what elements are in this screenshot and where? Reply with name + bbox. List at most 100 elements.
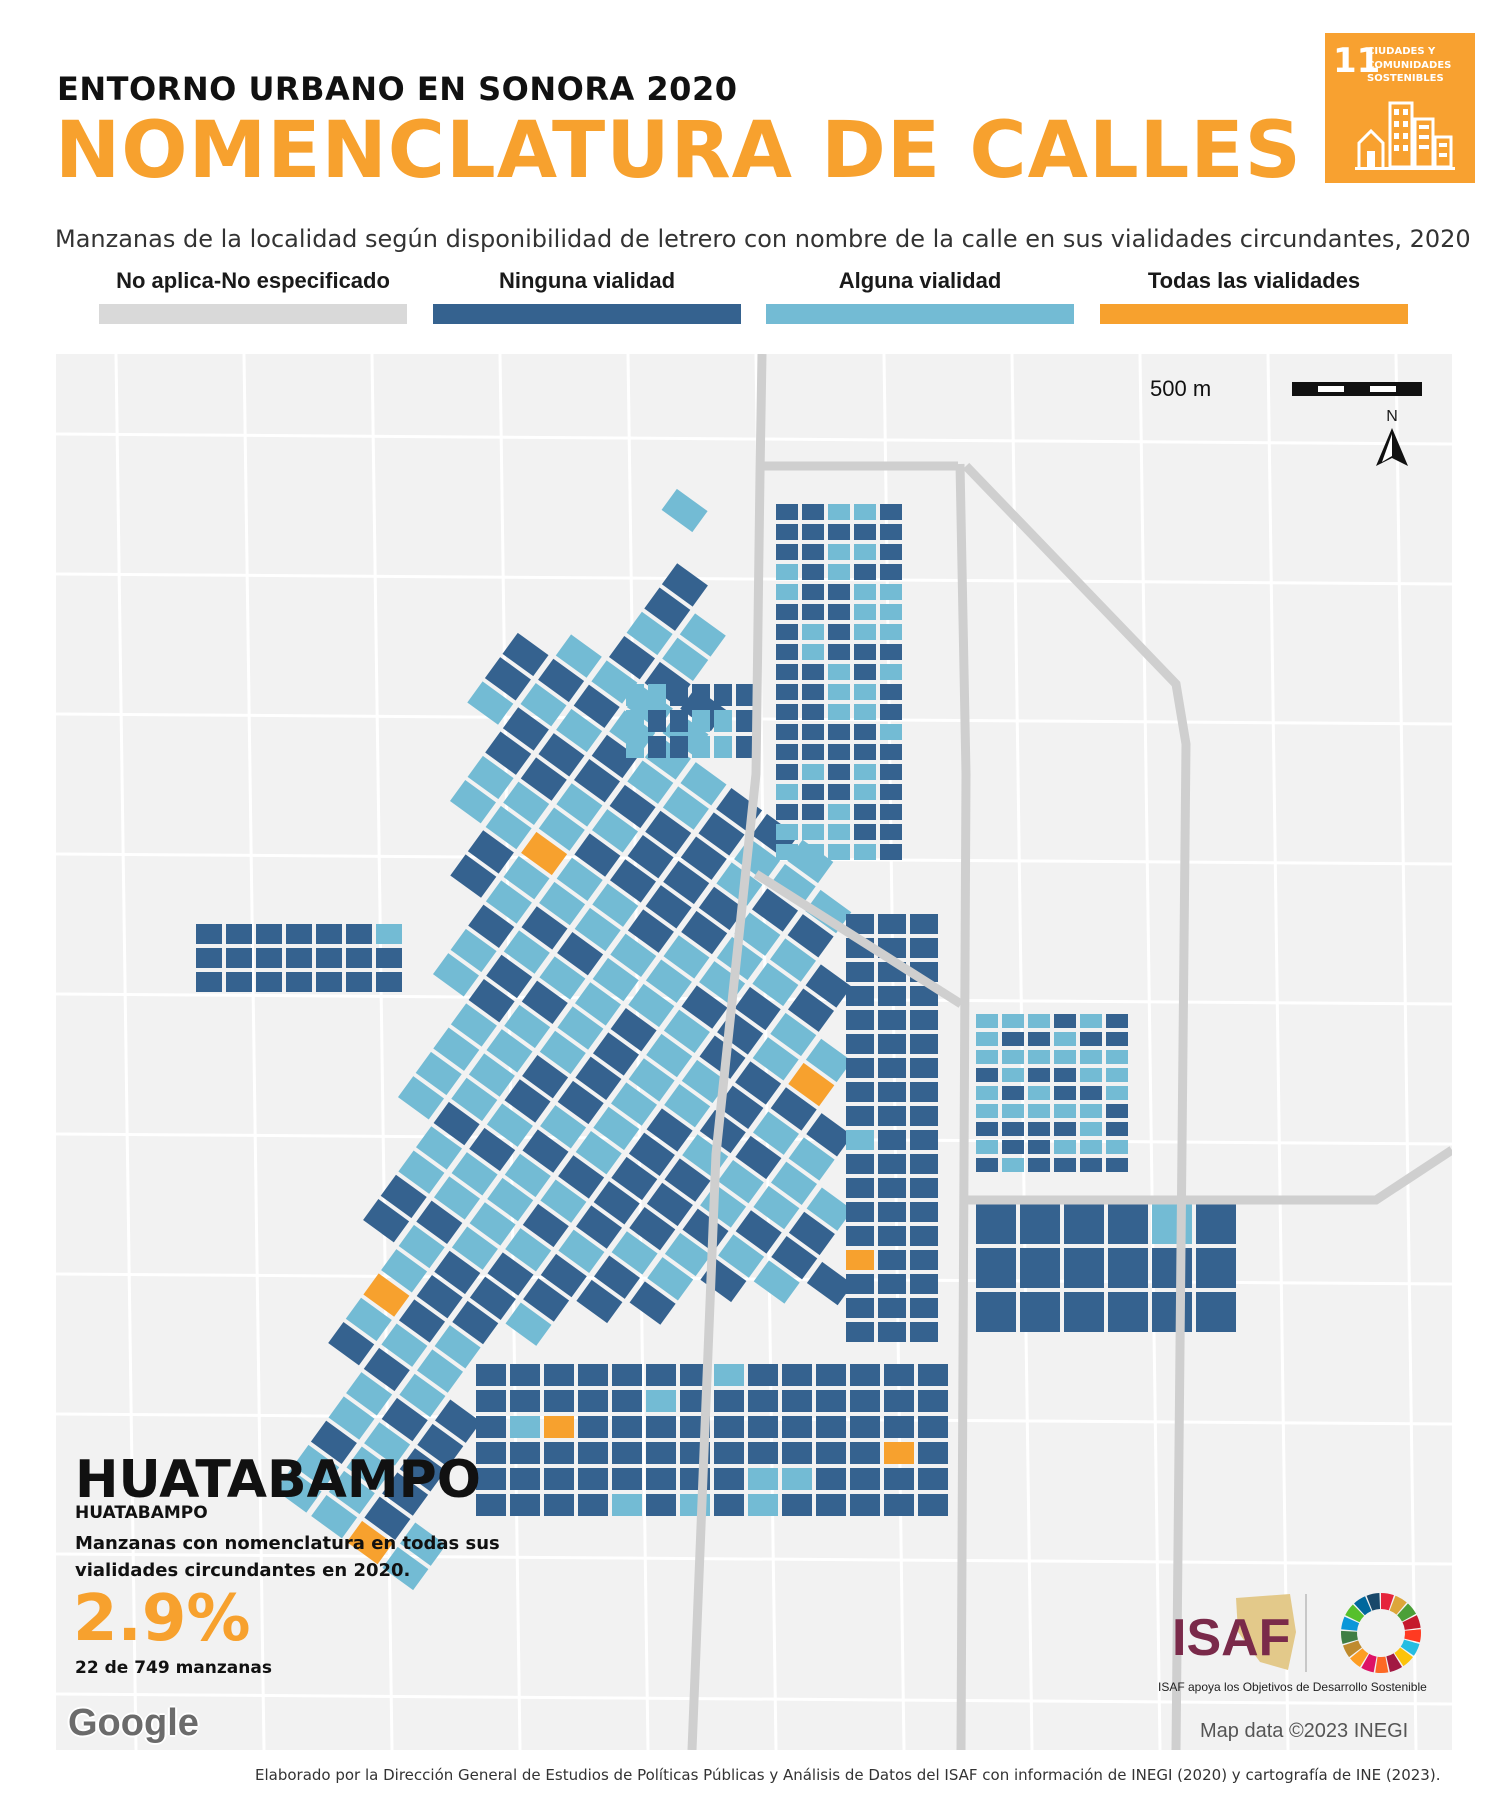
- city-block: [854, 724, 876, 740]
- city-block: [714, 1494, 744, 1516]
- city-block: [776, 764, 798, 780]
- sdg-wheel-segment: [1381, 1593, 1394, 1611]
- city-block: [591, 734, 638, 779]
- city-block: [910, 1130, 938, 1150]
- city-block: [345, 1297, 392, 1342]
- city-block: [1080, 1140, 1102, 1154]
- city-block: [1054, 1068, 1076, 1082]
- city-block: [854, 664, 876, 680]
- logos-block: ISAF ISAF apoya los Objetivos de Desarro…: [1158, 1590, 1438, 1700]
- city-block: [806, 1113, 853, 1157]
- city-block: [510, 1416, 540, 1438]
- city-block: [854, 784, 876, 800]
- city-block: [698, 812, 745, 856]
- city-block: [846, 1106, 874, 1126]
- city-block: [884, 1468, 914, 1490]
- city-block: [648, 710, 666, 732]
- city-block: [626, 684, 644, 706]
- city-block: [918, 1416, 948, 1438]
- city-block: [854, 684, 876, 700]
- city-block: [591, 660, 638, 704]
- city-block: [828, 784, 850, 800]
- city-block: [557, 1080, 604, 1125]
- city-block: [522, 1203, 569, 1248]
- city-block: [609, 859, 657, 903]
- city-block: [918, 1468, 948, 1490]
- city-block: [469, 1202, 516, 1246]
- sdg-11-badge: 11 CIUDADES Y COMUNIDADES SOSTENIBLES: [1325, 33, 1475, 183]
- background-road: [56, 572, 1452, 586]
- city-block: [504, 1153, 551, 1198]
- city-block: [805, 964, 852, 1008]
- city-block: [910, 1010, 938, 1030]
- city-block: [510, 1442, 540, 1464]
- city-block: [363, 1273, 410, 1317]
- city-block: [628, 983, 675, 1028]
- city-block: [1106, 1140, 1128, 1154]
- city-block: [880, 524, 902, 540]
- city-block: [505, 1228, 552, 1272]
- city-block: [433, 1101, 480, 1146]
- city-block: [328, 1322, 375, 1366]
- map-canvas[interactable]: [56, 354, 1452, 1750]
- city-block: [802, 584, 824, 600]
- background-road: [56, 1692, 1452, 1706]
- map-attribution[interactable]: Map data ©2023 INEGI: [1200, 1720, 1409, 1742]
- city-block: [802, 564, 824, 580]
- city-block: [846, 1226, 874, 1246]
- city-block: [1080, 1068, 1102, 1082]
- city-block: [1002, 1122, 1024, 1136]
- city-block: [539, 956, 586, 1000]
- city-block: [520, 757, 567, 801]
- city-block: [487, 1177, 534, 1222]
- city-block: [1080, 1104, 1102, 1118]
- city-block: [802, 524, 824, 540]
- city-block: [521, 906, 568, 950]
- sdg-wheel-segment: [1354, 1596, 1372, 1616]
- city-block: [770, 1161, 818, 1205]
- city-block: [878, 1010, 906, 1030]
- city-block: [828, 584, 850, 600]
- city-block: [416, 1200, 463, 1244]
- sdg-wheel-segment: [1397, 1603, 1417, 1622]
- city-block: [976, 1068, 998, 1082]
- city-block: [752, 1111, 800, 1155]
- city-block: [316, 948, 342, 968]
- city-block: [910, 1226, 938, 1246]
- city-block: [1106, 1086, 1128, 1100]
- city-block: [555, 634, 602, 678]
- choropleth-map[interactable]: [56, 354, 1452, 1750]
- city-block: [776, 564, 798, 580]
- city-block: [286, 972, 312, 992]
- city-block: [346, 1372, 393, 1416]
- city-block: [468, 979, 515, 1023]
- city-block: [1064, 1248, 1104, 1288]
- city-block: [450, 854, 497, 898]
- city-block: [646, 1364, 676, 1386]
- city-block: [816, 1416, 846, 1438]
- city-block: [878, 1226, 906, 1246]
- city-block: [1108, 1204, 1148, 1244]
- city-block: [645, 810, 692, 855]
- city-block: [816, 1364, 846, 1386]
- subtitle: Manzanas de la localidad según disponibi…: [55, 225, 1471, 253]
- city-block: [1196, 1204, 1236, 1244]
- google-logo[interactable]: Google: [68, 1702, 199, 1744]
- city-block: [612, 1390, 642, 1412]
- city-block: [328, 1396, 375, 1440]
- city-block: [487, 1252, 534, 1296]
- city-block: [854, 564, 876, 580]
- city-block: [1080, 1014, 1102, 1028]
- city-block: [538, 807, 585, 851]
- city-block: [1020, 1292, 1060, 1332]
- city-block: [476, 1416, 506, 1438]
- city-block: [787, 988, 835, 1032]
- city-block: [664, 1158, 711, 1202]
- city-block: [627, 760, 674, 804]
- city-block: [380, 1174, 427, 1219]
- city-block: [578, 1416, 608, 1438]
- city-block: [611, 1156, 658, 1201]
- city-block: [748, 1442, 778, 1464]
- city-block: [485, 880, 532, 924]
- city-block: [226, 948, 252, 968]
